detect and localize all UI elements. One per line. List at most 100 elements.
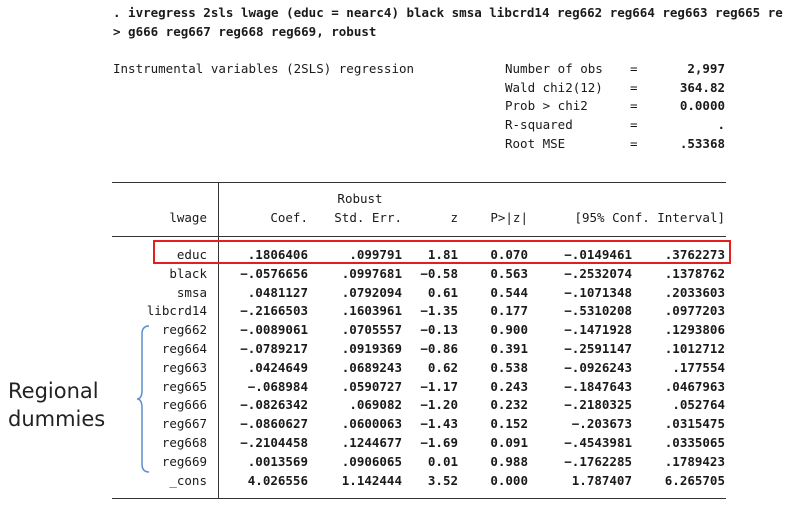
cell-z: −1.35 [420, 303, 458, 319]
stat-equals: = [630, 61, 638, 76]
cell-pvalue: 0.544 [490, 284, 528, 300]
cell-coef: .0481127 [247, 284, 308, 300]
row-label: educ [176, 247, 207, 262]
table-header-rule [112, 236, 726, 237]
cell-ci-low: −.0149461 [564, 247, 632, 262]
cell-z: 0.61 [427, 284, 458, 300]
row-label: reg667 [161, 416, 207, 432]
cell-ci-high: .3762273 [664, 247, 725, 262]
cell-coef: −.2104458 [240, 435, 308, 450]
stat-equals: = [630, 136, 638, 151]
stat-value: .53368 [679, 136, 725, 151]
table-column-divider [218, 182, 219, 499]
cell-stderr: 1.142444 [341, 472, 402, 488]
header-conf-interval: [95% Conf. Interval] [574, 210, 725, 225]
cell-pvalue: 0.988 [490, 453, 528, 469]
cell-ci-high: .0335065 [664, 435, 725, 450]
header-pvalue: P>|z| [490, 210, 528, 225]
cell-pvalue: 0.563 [490, 265, 528, 281]
stat-label: Number of obs [505, 61, 603, 76]
cell-ci-high: .0467963 [664, 378, 725, 394]
cell-z: −1.17 [420, 378, 458, 394]
cell-ci-low: −.0926243 [564, 359, 632, 375]
cell-stderr: .0997681 [341, 265, 402, 281]
cell-stderr: .1244677 [341, 435, 402, 450]
cell-coef: .0013569 [247, 453, 308, 469]
cell-pvalue: 0.391 [490, 341, 528, 356]
cell-z: 0.62 [427, 359, 458, 375]
cell-ci-high: .2033603 [664, 284, 725, 300]
header-z: z [450, 210, 458, 225]
cell-pvalue: 0.243 [490, 378, 528, 394]
cell-ci-high: .052764 [672, 397, 725, 413]
cell-ci-low: −.1471928 [564, 322, 632, 338]
regional-label-line1: Regional [8, 379, 99, 403]
table-bottom-rule [112, 498, 726, 499]
row-label: reg662 [161, 322, 207, 338]
header-depvar: lwage [169, 210, 207, 225]
cell-ci-low: −.1847643 [564, 378, 632, 394]
cell-stderr: .0689243 [341, 359, 402, 375]
cell-pvalue: 0.177 [490, 303, 528, 319]
regional-label-line2: dummies [8, 407, 106, 431]
cell-stderr: .0705557 [341, 322, 402, 338]
row-label: smsa [176, 284, 207, 300]
cell-coef: .0424649 [247, 359, 308, 375]
cell-ci-high: .0315475 [664, 416, 725, 432]
stat-label: Wald chi2(12) [505, 80, 603, 95]
cell-z: −0.13 [420, 322, 458, 338]
cell-stderr: .0600063 [341, 416, 402, 432]
cell-ci-high: .1789423 [664, 453, 725, 469]
cell-stderr: .1603961 [341, 303, 402, 319]
cell-coef: −.0826342 [240, 397, 308, 413]
row-label: reg668 [161, 435, 207, 450]
cell-pvalue: 0.232 [490, 397, 528, 413]
cell-coef: −.0576656 [240, 265, 308, 281]
stat-value: 2,997 [687, 61, 725, 76]
cell-coef: .1806406 [247, 247, 308, 262]
cell-z: 3.52 [427, 472, 458, 488]
stat-value: . [717, 117, 725, 132]
header-stderr: Std. Err. [334, 210, 402, 225]
cell-stderr: .0590727 [341, 378, 402, 394]
educ-highlight-box [153, 240, 731, 264]
stat-equals: = [630, 80, 638, 95]
cell-coef: −.0789217 [240, 341, 308, 356]
cell-ci-high: .1293806 [664, 322, 725, 338]
row-label: reg666 [161, 397, 207, 413]
cell-ci-low: −.1071348 [564, 284, 632, 300]
cell-ci-low: −.5310208 [564, 303, 632, 319]
stat-value: 364.82 [679, 80, 725, 95]
cell-coef: −.0860627 [240, 416, 308, 432]
row-label: _cons [169, 472, 207, 488]
regression-title: Instrumental variables (2SLS) regression [113, 61, 415, 76]
cell-ci-high: .177554 [672, 359, 725, 375]
header-coef: Coef. [270, 210, 308, 225]
stat-label-text: Wald chi2(12) [505, 80, 603, 95]
cell-z: −1.69 [420, 435, 458, 450]
row-label: libcrd14 [146, 303, 207, 319]
cell-pvalue: 0.900 [490, 322, 528, 338]
cell-coef: 4.026556 [247, 472, 308, 488]
cell-ci-high: .1378762 [664, 265, 725, 281]
cell-coef: −.2166503 [240, 303, 308, 319]
regional-dummies-label: Regional dummies [8, 377, 105, 433]
cell-z: 0.01 [427, 453, 458, 469]
cell-stderr: .0906065 [341, 453, 402, 469]
row-label: reg669 [161, 453, 207, 469]
cell-z: −1.43 [420, 416, 458, 432]
cell-coef: −.0089061 [240, 322, 308, 338]
table-top-rule [112, 182, 726, 183]
stat-label: Prob > chi2 [505, 98, 588, 113]
command-line-1: . ivregress 2sls lwage (educ = nearc4) b… [113, 5, 783, 20]
cell-coef: −.068984 [247, 378, 308, 394]
cell-ci-low: −.2532074 [564, 265, 632, 281]
cell-z: 1.81 [427, 247, 458, 262]
cell-ci-low: 1.787407 [571, 472, 632, 488]
cell-stderr: .069082 [349, 397, 402, 413]
cell-pvalue: 0.091 [490, 435, 528, 450]
cell-z: −0.86 [420, 341, 458, 356]
cell-ci-low: −.1762285 [564, 453, 632, 469]
command-line-2: > g666 reg667 reg668 reg669, robust [113, 24, 377, 39]
stat-equals: = [630, 98, 638, 113]
